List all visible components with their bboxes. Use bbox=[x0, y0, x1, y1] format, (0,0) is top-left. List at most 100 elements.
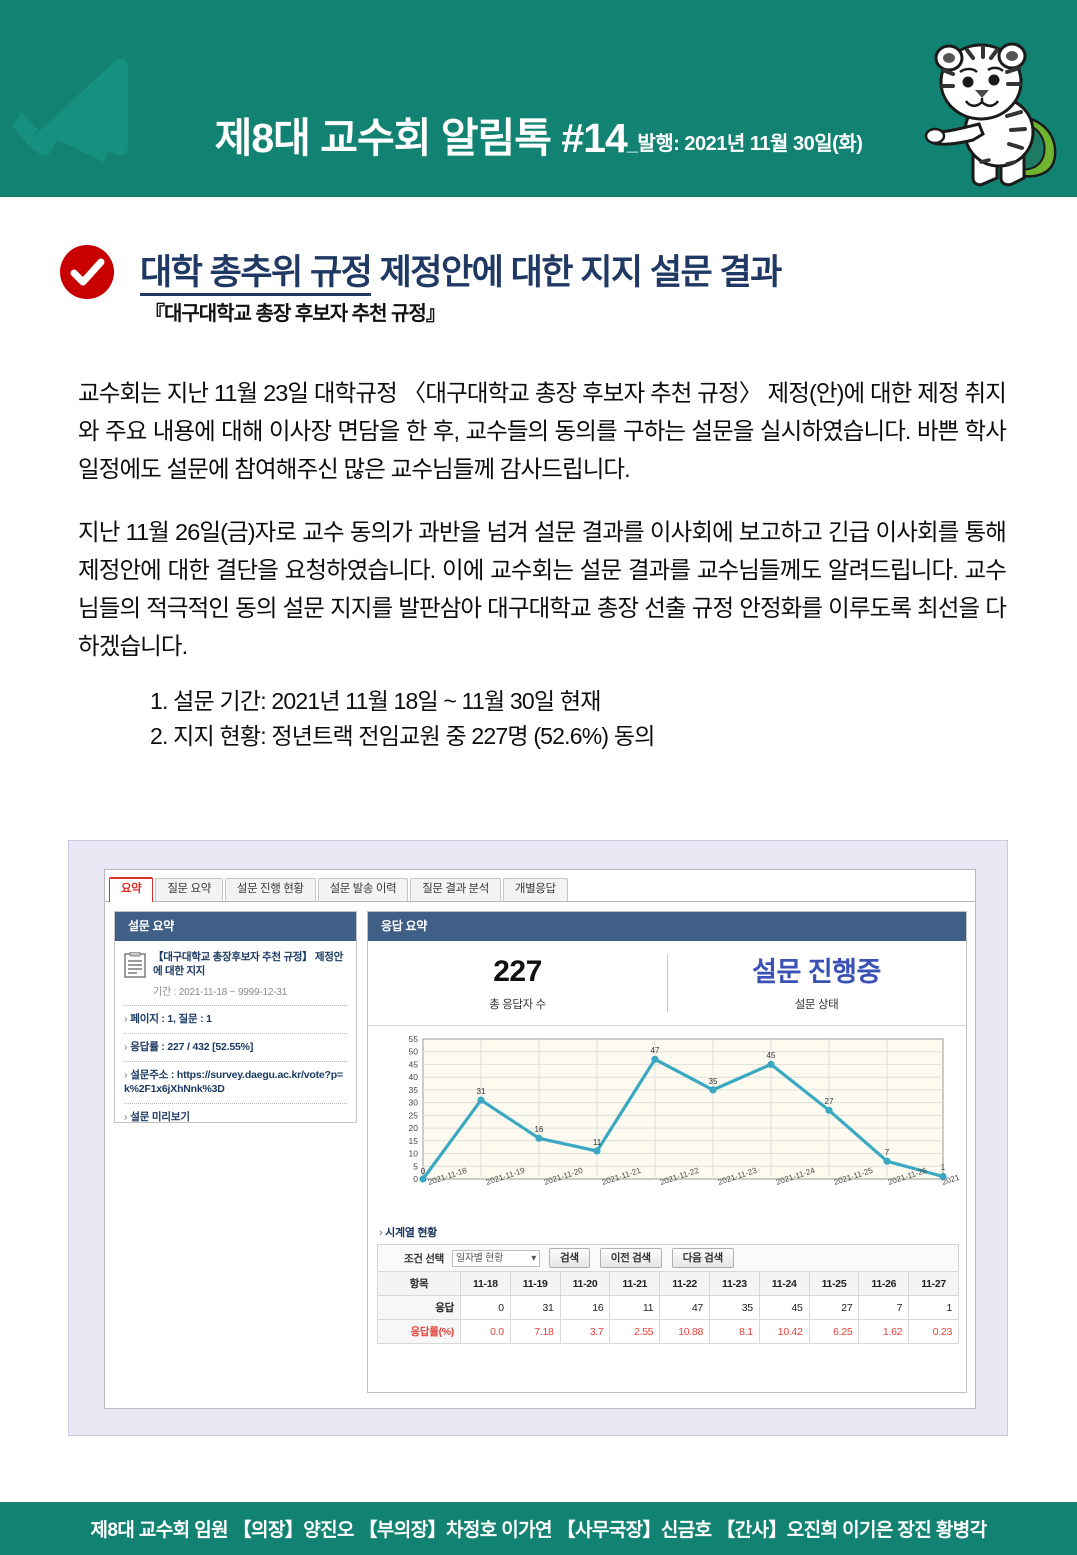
body-paragraph-1: 교수회는 지난 11월 23일 대학규정 〈대구대학교 총장 후보자 추천 규정… bbox=[78, 380, 1007, 482]
filter-controls: 조건 선택 일자별 현황 ▾ 검색 이전 검색 다음 검색 bbox=[377, 1244, 959, 1271]
table-col-header: 11-24 bbox=[758, 1271, 810, 1296]
table-col-header: 11-25 bbox=[808, 1271, 860, 1296]
table-row: 응답률(%) 0.0 7.18 3.7 2.55 10.88 8.1 10.42… bbox=[377, 1319, 959, 1344]
timeseries-table: 항목 11-18 11-19 11-20 11-21 11-22 11-23 1… bbox=[377, 1271, 959, 1344]
table-cell: 45 bbox=[758, 1295, 810, 1320]
response-summary-header: 응답 요약 bbox=[368, 912, 966, 941]
total-respondents-stat: 227 총 응답자 수 bbox=[368, 955, 667, 1012]
tab-question-summary[interactable]: 질문 요약 bbox=[155, 877, 223, 901]
table-cell: 10.42 bbox=[758, 1319, 810, 1344]
tab-summary[interactable]: 요약 bbox=[109, 876, 154, 902]
divider bbox=[124, 1033, 347, 1034]
table-cell: 7 bbox=[858, 1295, 910, 1320]
table-row: 응답 0 31 16 11 47 35 45 27 7 1 bbox=[377, 1295, 959, 1320]
table-cell: 0.0 bbox=[460, 1319, 511, 1344]
table-cell: 31 bbox=[509, 1295, 561, 1320]
survey-response-rate-text: 응답률 : 227 / 432 [52.55%] bbox=[130, 1041, 254, 1053]
body-paragraph-2: 지난 11월 26일(금)자로 교수 동의가 과반을 넘겨 설문 결과를 이사회… bbox=[78, 519, 1007, 659]
table-corner-label: 항목 bbox=[377, 1271, 461, 1296]
prev-search-button[interactable]: 이전 검색 bbox=[599, 1248, 662, 1268]
survey-preview-link[interactable]: › 설문 미리보기 bbox=[124, 1110, 347, 1124]
table-cell: 7.18 bbox=[509, 1319, 561, 1344]
table-cell: 1.62 bbox=[858, 1319, 910, 1344]
divider bbox=[124, 1005, 347, 1006]
table-col-header: 11-27 bbox=[908, 1271, 959, 1296]
table-cell: 0 bbox=[460, 1295, 511, 1320]
survey-summary-header: 설문 요약 bbox=[115, 912, 356, 941]
page-title: 제8대 교수회 알림톡 #14 bbox=[214, 115, 628, 161]
divider bbox=[368, 1025, 966, 1026]
tab-result-analysis[interactable]: 질문 결과 분석 bbox=[410, 877, 501, 901]
table-cell: 0.23 bbox=[908, 1319, 959, 1344]
table-cell: 1 bbox=[908, 1295, 959, 1320]
survey-admin-window: 요약 질문 요약 설문 진행 현황 설문 발송 이력 질문 결과 분석 개별응답… bbox=[104, 869, 976, 1409]
table-cell: 35 bbox=[708, 1295, 760, 1320]
summary-list: 1. 설문 기간: 2021년 11월 18일 ~ 11월 30일 현재 2. … bbox=[150, 684, 1010, 754]
table-col-header: 11-26 bbox=[858, 1271, 910, 1296]
svg-text:31: 31 bbox=[477, 1087, 486, 1096]
total-respondents-label: 총 응답자 수 bbox=[489, 998, 546, 1011]
table-col-header: 11-19 bbox=[509, 1271, 561, 1296]
chevron-down-icon: ▾ bbox=[531, 1252, 536, 1264]
survey-name: 【대구대학교 총장후보자 추천 규정】 제정안에 대한 지지 bbox=[153, 951, 343, 977]
tiger-mascot-icon bbox=[924, 42, 1057, 187]
svg-text:20: 20 bbox=[409, 1123, 419, 1133]
page-header: 제8대 교수회 알림톡 #14 _발행: 2021년 11월 30일(화) bbox=[0, 0, 1077, 197]
bullet-arrow-icon: › bbox=[379, 1227, 383, 1239]
list-item: 2. 지지 현황: 정년트랙 전임교원 중 227명 (52.6%) 동의 bbox=[150, 723, 655, 749]
survey-period: 기간 : 2021-11-18 ~ 9999-12-31 bbox=[153, 987, 288, 998]
table-cell: 8.1 bbox=[708, 1319, 760, 1344]
timeseries-section-label: › 시계열 현황 bbox=[379, 1224, 437, 1240]
divider bbox=[124, 1103, 347, 1104]
survey-url[interactable]: › 설문주소 : https://survey.daegu.ac.kr/vote?… bbox=[124, 1068, 347, 1096]
svg-text:1: 1 bbox=[941, 1163, 946, 1172]
svg-text:35: 35 bbox=[409, 1085, 419, 1095]
svg-text:30: 30 bbox=[409, 1098, 419, 1108]
condition-select[interactable]: 일자별 현황 ▾ bbox=[452, 1249, 540, 1267]
svg-text:11: 11 bbox=[593, 1138, 602, 1147]
svg-text:16: 16 bbox=[535, 1125, 544, 1134]
svg-text:45: 45 bbox=[409, 1059, 419, 1069]
response-summary-panel: 응답 요약 227 총 응답자 수 설문 진행중 설문 상태 bbox=[367, 911, 967, 1393]
survey-response-rate: › 응답률 : 227 / 432 [52.55%] bbox=[124, 1040, 347, 1054]
table-col-header: 11-18 bbox=[460, 1271, 511, 1296]
condition-select-label: 조건 선택 bbox=[403, 1252, 444, 1265]
section-title-emphasis: 대학 총추위 규정 bbox=[140, 253, 373, 296]
embedded-screenshot-frame: 요약 질문 요약 설문 진행 현황 설문 발송 이력 질문 결과 분석 개별응답… bbox=[68, 840, 1008, 1436]
survey-pages-questions: › 페이지 : 1, 질문 : 1 bbox=[124, 1012, 347, 1026]
svg-text:25: 25 bbox=[409, 1110, 419, 1120]
condition-select-value: 일자별 현황 bbox=[456, 1252, 503, 1264]
table-cell: 6.25 bbox=[808, 1319, 860, 1344]
issue-date: _발행: 2021년 11월 30일(화) bbox=[626, 133, 863, 155]
svg-text:27: 27 bbox=[825, 1097, 834, 1106]
timeseries-line-chart: 55 50 45 40 35 30 25 20 15 10 5 0 bbox=[409, 1035, 959, 1187]
stat-divider bbox=[667, 954, 668, 1012]
table-col-header: 11-22 bbox=[659, 1271, 710, 1296]
footer-officers-text: 제8대 교수회 임원 【의장】양진오 【부의장】차정호 이가연 【사무국장】신금… bbox=[90, 1520, 987, 1541]
table-cell: 11 bbox=[609, 1295, 661, 1320]
next-search-button[interactable]: 다음 검색 bbox=[671, 1248, 734, 1268]
table-cell: 27 bbox=[808, 1295, 860, 1320]
table-col-header: 11-21 bbox=[609, 1271, 661, 1296]
table-cell: 2.55 bbox=[609, 1319, 661, 1344]
search-button[interactable]: 검색 bbox=[549, 1248, 590, 1268]
header-title-group: 제8대 교수회 알림톡 #14 _발행: 2021년 11월 30일(화) bbox=[0, 0, 1077, 197]
svg-text:47: 47 bbox=[651, 1046, 660, 1055]
survey-info-item: 【대구대학교 총장후보자 추천 규정】 제정안에 대한 지지 bbox=[124, 950, 347, 978]
svg-text:0: 0 bbox=[421, 1167, 426, 1176]
tab-survey-progress[interactable]: 설문 진행 현황 bbox=[224, 877, 316, 901]
survey-preview-text: 설문 미리보기 bbox=[130, 1111, 190, 1123]
tab-individual[interactable]: 개별응답 bbox=[502, 877, 568, 901]
table-col-header: 11-23 bbox=[708, 1271, 760, 1296]
svg-text:35: 35 bbox=[709, 1077, 718, 1086]
table-row-label: 응답률(%) bbox=[377, 1319, 461, 1344]
survey-summary-panel: 설문 요약 【대구대학교 총장후보자 추천 규정】 제정안에 대한 지지 기간 … bbox=[114, 911, 357, 1123]
bullet-arrow-icon: › bbox=[124, 1111, 128, 1123]
svg-text:55: 55 bbox=[409, 1035, 419, 1044]
tab-bar: 요약 질문 요약 설문 진행 현황 설문 발송 이력 질문 결과 분석 개별응답 bbox=[105, 870, 975, 902]
tab-send-history[interactable]: 설문 발송 이력 bbox=[317, 877, 409, 901]
table-col-header: 11-20 bbox=[559, 1271, 611, 1296]
bullet-arrow-icon: › bbox=[124, 1041, 128, 1053]
document-icon bbox=[124, 952, 146, 978]
section-subtitle: 『대구대학교 총장 후보자 추천 규정』 bbox=[145, 303, 446, 325]
